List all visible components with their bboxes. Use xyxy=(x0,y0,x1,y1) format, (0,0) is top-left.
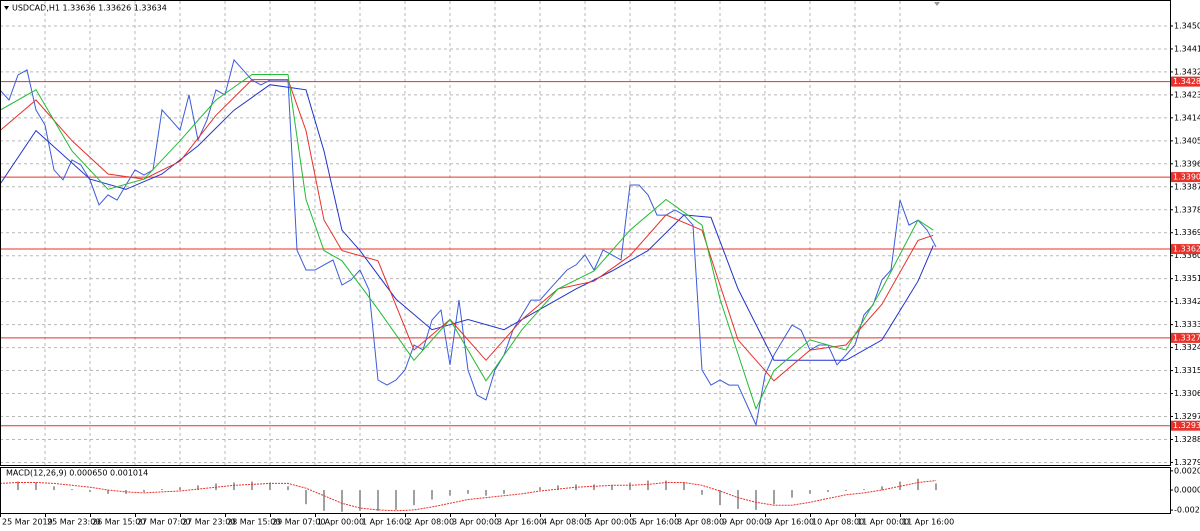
x-tick-label: 11 Apr 00:00 xyxy=(857,518,909,527)
y-tick-label: 1.33690 xyxy=(1174,228,1200,237)
x-tick-label: 3 Apr 16:00 xyxy=(497,518,544,527)
level-tag xyxy=(1171,244,1200,255)
x-tick-label: 27 Mar 07:00 xyxy=(137,518,190,527)
y-tick-label: -0.00212 xyxy=(1174,506,1200,515)
level-label: 1.33908 xyxy=(1173,173,1200,182)
y-tick-label: 0.002032 xyxy=(1174,466,1200,475)
pane-plot xyxy=(1,478,937,512)
x-tick-label: 1 Apr 00:00 xyxy=(317,518,364,527)
x-tick-label: 25 Mar 2019 xyxy=(2,518,53,527)
y-tick-label: 1.34050 xyxy=(1174,136,1200,145)
macd-pane xyxy=(0,467,1171,514)
y-tick-label: 1.33600 xyxy=(1174,251,1200,260)
level-label: 1.34282 xyxy=(1173,77,1200,86)
x-tick-label: 9 Apr 00:00 xyxy=(722,518,769,527)
level-tag xyxy=(1171,420,1200,431)
level-tag xyxy=(1171,172,1200,183)
y-tick-label: 1.33510 xyxy=(1174,274,1200,283)
y-tick-label: 1.34500 xyxy=(1174,21,1200,30)
y-tick-label: 1.33960 xyxy=(1174,159,1200,168)
x-tick-label: 26 Mar 15:00 xyxy=(92,518,145,527)
chart-title: USDCAD,H1 1.33636 1.33626 1.33634 xyxy=(12,4,167,13)
y-tick-label: 1.33240 xyxy=(1174,343,1200,352)
y-tick-label: 1.32880 xyxy=(1174,435,1200,444)
y-tick-label: 1.34410 xyxy=(1174,44,1200,53)
y-tick-label: 1.33780 xyxy=(1174,205,1200,214)
macd-title: MACD(12,26,9) 0.000650 0.001014 xyxy=(6,469,148,478)
series-line xyxy=(1,58,937,427)
y-tick-label: 1.33420 xyxy=(1174,297,1200,306)
y-tick-label: 1.33870 xyxy=(1174,182,1200,191)
x-tick-label: 10 Apr 08:00 xyxy=(812,518,864,527)
x-tick-label: 5 Apr 00:00 xyxy=(587,518,634,527)
x-tick-label: 9 Apr 16:00 xyxy=(767,518,814,527)
x-tick-label: 1 Apr 16:00 xyxy=(362,518,409,527)
level-tag xyxy=(1171,76,1200,87)
x-tick-label: 27 Mar 23:00 xyxy=(182,518,235,527)
y-tick-label: 1.32970 xyxy=(1174,412,1200,421)
y-tick-label: 1.34140 xyxy=(1174,113,1200,122)
x-tick-label: 11 Apr 16:00 xyxy=(902,518,954,527)
x-tick-label: 2 Apr 08:00 xyxy=(407,518,454,527)
y-tick-label: 1.34320 xyxy=(1174,67,1200,76)
series-line xyxy=(1,74,934,411)
x-tick-label: 8 Apr 08:00 xyxy=(677,518,724,527)
y-tick-label: 1.33330 xyxy=(1174,320,1200,329)
y-tick-label: 0.000000 xyxy=(1174,486,1200,495)
x-tick-label: 4 Apr 08:00 xyxy=(542,518,589,527)
y-tick-label: 1.34230 xyxy=(1174,90,1200,99)
level-label: 1.33626 xyxy=(1173,245,1200,254)
series-line xyxy=(1,480,937,512)
level-label: 1.32934 xyxy=(1173,421,1200,430)
level-tag xyxy=(1171,332,1200,343)
level-label: 1.33278 xyxy=(1173,333,1200,342)
pane-plot xyxy=(1,1,1170,465)
x-tick-label: 28 Mar 15:00 xyxy=(227,518,280,527)
y-tick-label: 1.32790 xyxy=(1174,458,1200,467)
y-tick-label: 1.33150 xyxy=(1174,366,1200,375)
x-tick-label: 5 Apr 16:00 xyxy=(632,518,679,527)
x-tick-label: 29 Mar 07:00 xyxy=(272,518,325,527)
y-tick-label: 1.33060 xyxy=(1174,389,1200,398)
x-tick-label: 3 Apr 00:00 xyxy=(452,518,499,527)
shift-marker xyxy=(934,2,940,6)
x-tick-label: 25 Mar 23:00 xyxy=(47,518,100,527)
menu-arrow xyxy=(4,6,9,10)
